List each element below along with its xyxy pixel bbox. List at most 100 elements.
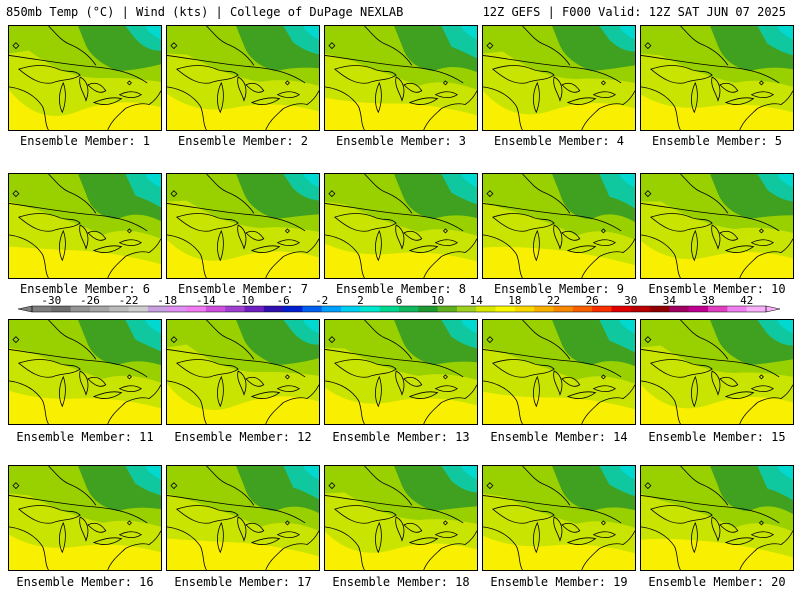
colorbar-bin <box>572 306 593 312</box>
colorbar-tick-label: -26 <box>80 296 100 307</box>
ensemble-map-panel <box>8 173 162 279</box>
colorbar-tick-label: 10 <box>431 296 444 307</box>
ensemble-member-label: Ensemble Member: 19 <box>490 575 628 589</box>
colorbar-max-arrow <box>765 305 781 313</box>
temperature-map <box>483 174 635 278</box>
colorbar-tick-label: -30 <box>41 296 61 307</box>
colorbar-bin <box>128 306 149 312</box>
ensemble-member-label: Ensemble Member: 1 <box>19 134 151 148</box>
ensemble-map-panel <box>640 173 794 279</box>
colorbar-bin <box>669 306 690 312</box>
ensemble-member-label: Ensemble Member: 11 <box>16 430 154 444</box>
temperature-map <box>167 26 319 130</box>
ensemble-member-label: Ensemble Member: 9 <box>493 282 625 296</box>
colorbar-bin <box>109 306 129 312</box>
colorbar-bin <box>32 306 52 312</box>
colorbar-bin <box>89 306 110 312</box>
colorbar-bin <box>534 306 554 312</box>
colorbar-tick-label: 14 <box>470 296 484 307</box>
colorbar-bin <box>302 306 323 312</box>
ensemble-map-panel <box>166 173 320 279</box>
colorbar-tick-label: 6 <box>396 296 403 307</box>
colorbar-tick-label: 18 <box>508 296 521 307</box>
temperature-map <box>9 26 161 130</box>
ensemble-map-panel <box>8 465 162 571</box>
ensemble-member-label: Ensemble Member: 20 <box>648 575 786 589</box>
ensemble-map-panel <box>482 25 636 131</box>
colorbar-bin <box>205 306 226 312</box>
colorbar-outline <box>31 305 767 313</box>
colorbar-bin <box>553 306 574 312</box>
colorbar-bin <box>341 306 361 312</box>
ensemble-map-panel <box>482 173 636 279</box>
colorbar-bin <box>418 306 439 312</box>
ensemble-member-label: Ensemble Member: 2 <box>177 134 309 148</box>
ensemble-member-label: Ensemble Member: 7 <box>177 282 309 296</box>
temperature-map <box>167 466 319 570</box>
colorbar-bin <box>244 306 265 312</box>
colorbar-bin <box>437 306 458 312</box>
ensemble-map-panel <box>640 319 794 425</box>
ensemble-member-label: Ensemble Member: 4 <box>493 134 625 148</box>
ensemble-member-label: Ensemble Member: 5 <box>651 134 783 148</box>
ensemble-map-panel <box>166 319 320 425</box>
colorbar-bin <box>611 306 632 312</box>
colorbar-tick-label: -18 <box>157 296 177 307</box>
ensemble-map-panel <box>324 173 478 279</box>
colorbar-bin <box>186 306 207 312</box>
ensemble-map-panel <box>324 319 478 425</box>
colorbar-tick-label: 26 <box>586 296 599 307</box>
ensemble-map-panel <box>8 319 162 425</box>
colorbar-bin <box>147 306 168 312</box>
colorbar-bin <box>514 306 535 312</box>
colorbar-bin <box>167 306 187 312</box>
colorbar-bin <box>456 306 477 312</box>
colorbar-bin <box>379 306 400 312</box>
colorbar-min-arrow <box>17 305 33 313</box>
colorbar-bin <box>650 306 670 312</box>
ensemble-member-label: Ensemble Member: 13 <box>332 430 470 444</box>
colorbar-bin <box>476 306 496 312</box>
temperature-map <box>325 466 477 570</box>
colorbar-bin <box>360 306 381 312</box>
ensemble-member-label: Ensemble Member: 10 <box>648 282 786 296</box>
temperature-map <box>9 174 161 278</box>
ensemble-member-label: Ensemble Member: 8 <box>335 282 467 296</box>
ensemble-member-label: Ensemble Member: 3 <box>335 134 467 148</box>
colorbar-bin <box>630 306 651 312</box>
ensemble-member-label: Ensemble Member: 18 <box>332 575 470 589</box>
model-run-info: 12Z GEFS | F000 Valid: 12Z SAT JUN 07 20… <box>482 5 786 19</box>
colorbar-tick-label: 42 <box>740 296 753 307</box>
ensemble-map-panel <box>640 25 794 131</box>
temperature-map <box>641 320 793 424</box>
colorbar-tick-label: -6 <box>276 296 289 307</box>
ensemble-map-panel <box>166 465 320 571</box>
colorbar-tick-label: -10 <box>235 296 255 307</box>
temperature-map <box>325 320 477 424</box>
colorbar-bin <box>592 306 612 312</box>
colorbar-bin <box>283 306 303 312</box>
ensemble-map-panel <box>482 319 636 425</box>
ensemble-map-panel <box>324 25 478 131</box>
temperature-map <box>167 320 319 424</box>
colorbar-bin <box>708 306 728 312</box>
temperature-map <box>167 174 319 278</box>
colorbar-bin <box>263 306 284 312</box>
colorbar-tick-label: -14 <box>196 296 216 307</box>
temperature-map <box>9 320 161 424</box>
colorbar-tick-label: 22 <box>547 296 560 307</box>
ensemble-map-panel <box>640 465 794 571</box>
ensemble-member-label: Ensemble Member: 6 <box>19 282 151 296</box>
chart-title: 850mb Temp (°C) | Wind (kts) | College o… <box>6 5 404 19</box>
colorbar-bin <box>727 306 748 312</box>
ensemble-member-label: Ensemble Member: 17 <box>174 575 312 589</box>
colorbar-tick-label: -2 <box>315 296 328 307</box>
ensemble-map-panel <box>166 25 320 131</box>
colorbar-bin <box>321 306 342 312</box>
colorbar-bin <box>225 306 245 312</box>
colorbar-bin <box>51 306 72 312</box>
ensemble-member-label: Ensemble Member: 16 <box>16 575 154 589</box>
temperature-map <box>483 26 635 130</box>
colorbar-bin <box>688 306 709 312</box>
temperature-map <box>325 26 477 130</box>
